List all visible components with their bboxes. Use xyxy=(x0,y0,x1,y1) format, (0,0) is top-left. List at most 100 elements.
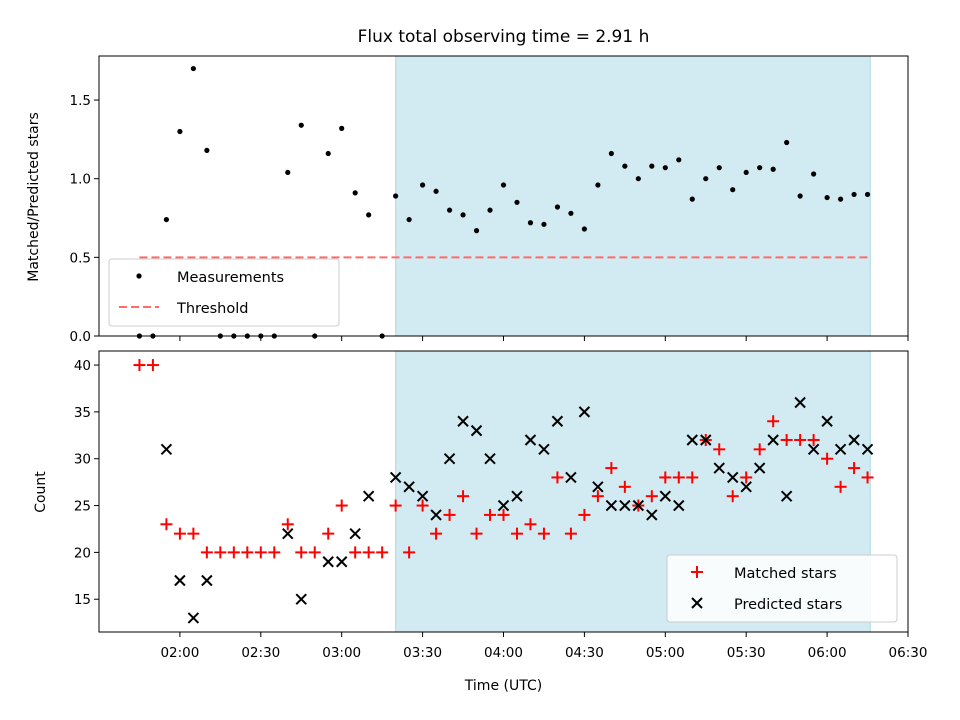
matched-star-point xyxy=(443,508,456,521)
predicted-star-point xyxy=(484,453,496,465)
predicted-star-point xyxy=(201,574,213,587)
matched-star-point xyxy=(848,462,861,475)
measurement-point xyxy=(689,196,695,202)
top-axes-frame xyxy=(98,55,909,337)
measurement-point xyxy=(662,165,668,171)
top-plot-layer: 0.0 0.5 1.0 1.5 xyxy=(70,55,909,345)
matched-star-point xyxy=(794,433,807,446)
matched-star-point xyxy=(335,499,348,512)
legend-predicted-marker xyxy=(691,597,703,609)
predicted-star-point xyxy=(565,471,577,484)
matched-star-point xyxy=(605,462,618,475)
measurement-point xyxy=(177,128,183,135)
bottom-y-tick-label: 30 xyxy=(74,452,91,468)
matched-star-point xyxy=(214,546,227,559)
measurement-point xyxy=(622,163,628,169)
measurement-point xyxy=(204,147,210,153)
predicted-star-point xyxy=(592,481,604,493)
x-tick-label: 05:30 xyxy=(727,645,766,661)
predicted-star-point xyxy=(673,499,685,512)
matched-star-point xyxy=(362,546,375,559)
matched-star-point xyxy=(645,490,658,503)
legend-matched-marker xyxy=(691,566,703,578)
measurement-point xyxy=(676,157,682,163)
matched-star-point xyxy=(268,546,281,559)
measurement-point xyxy=(716,165,722,171)
predicted-star-point xyxy=(821,415,833,427)
matched-star-point xyxy=(767,415,780,428)
x-tick-label: 04:30 xyxy=(565,645,604,661)
measurement-point xyxy=(285,169,291,176)
predicted-star-point xyxy=(551,415,564,427)
measurement-point xyxy=(635,176,641,182)
bottom-y-axis-label: Count xyxy=(33,471,49,513)
legend-measurements-marker xyxy=(136,273,142,279)
top-shaded-region xyxy=(395,56,871,336)
x-tick-label: 02:30 xyxy=(241,645,280,661)
bottom-y-tick-label: 15 xyxy=(74,592,91,608)
chart-title: Flux total observing time = 2.91 h xyxy=(358,27,650,47)
matched-star-point xyxy=(173,527,186,540)
predicted-star-point xyxy=(497,499,510,512)
predicted-star-point xyxy=(430,509,442,521)
predicted-star-point xyxy=(794,396,806,409)
x-tick-label: 05:00 xyxy=(646,645,685,661)
predicted-star-point xyxy=(753,462,766,474)
measurement-point xyxy=(730,187,736,193)
matched-star-point xyxy=(281,518,294,531)
matched-star-point xyxy=(780,433,793,446)
measurement-point xyxy=(743,169,749,176)
top-y-axis-label: Matched/Predicted stars xyxy=(26,112,42,282)
matched-star-point xyxy=(578,508,591,521)
legend-matched-label: Matched stars xyxy=(734,566,837,582)
predicted-star-point xyxy=(295,593,307,605)
matched-star-point xyxy=(564,527,577,540)
measurement-point xyxy=(446,207,453,213)
matched-star-point xyxy=(308,546,321,559)
predicted-star-point xyxy=(740,481,752,493)
predicted-star-point xyxy=(443,453,456,465)
predicted-star-point xyxy=(470,424,483,437)
predicted-star-point xyxy=(174,574,186,587)
matched-star-point xyxy=(484,508,497,521)
top-y-tick-label: 0.5 xyxy=(70,250,91,266)
matched-star-point xyxy=(672,471,685,484)
matched-star-point xyxy=(322,527,335,540)
matched-star-point xyxy=(133,359,146,372)
predicted-star-point xyxy=(322,556,334,568)
predicted-star-point xyxy=(416,490,429,502)
top-y-tick-label: 1.0 xyxy=(70,172,91,188)
predicted-star-point xyxy=(511,490,523,502)
predicted-star-point xyxy=(403,481,415,493)
predicted-star-point xyxy=(282,527,294,540)
predicted-star-point xyxy=(335,556,348,568)
measurement-point xyxy=(824,194,830,201)
matched-star-point xyxy=(376,546,389,559)
legend-measurements-label: Measurements xyxy=(177,270,284,286)
matched-star-point xyxy=(686,471,699,484)
predicted-star-point xyxy=(848,434,860,446)
matched-star-point xyxy=(200,546,213,559)
measurement-point xyxy=(837,196,844,202)
measurement-point xyxy=(527,220,534,226)
measurement-point xyxy=(703,176,709,182)
matched-star-point xyxy=(241,546,254,559)
matched-star-point xyxy=(160,518,173,531)
matched-star-point xyxy=(807,433,820,446)
bottom-panel: Count Time (UTC) 15 20 25 30 35 40 02:00 02:30 0… xyxy=(33,350,927,694)
measurement-point xyxy=(595,182,601,188)
measurement-point xyxy=(473,228,480,234)
measurement-point xyxy=(554,204,561,210)
predicted-star-point xyxy=(713,462,725,474)
measurement-point xyxy=(649,163,655,169)
matched-star-point xyxy=(537,527,550,540)
matched-star-point xyxy=(295,546,308,559)
predicted-star-point xyxy=(160,443,173,456)
top-panel: Flux total observing time = 2.91 h Match… xyxy=(26,27,909,345)
matched-star-point xyxy=(146,359,159,372)
bottom-axes-frame xyxy=(98,350,909,633)
predicted-star-point xyxy=(187,612,200,624)
predicted-star-point xyxy=(538,443,550,456)
top-legend-frame xyxy=(108,258,340,327)
predicted-star-point xyxy=(834,443,847,456)
